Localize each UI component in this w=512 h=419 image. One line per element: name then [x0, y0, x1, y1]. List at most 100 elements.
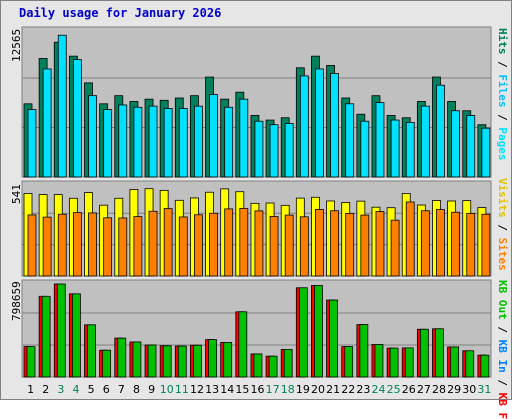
kb-out-bar-17: [268, 355, 278, 378]
sites-bar-16: [254, 210, 264, 277]
day-label-22: 22: [341, 383, 355, 396]
kb-out-bar-20: [314, 285, 323, 378]
day-label-5: 5: [88, 383, 95, 396]
day-label-8: 8: [133, 383, 140, 396]
sites-bar-5: [88, 212, 97, 277]
day-label-18: 18: [281, 383, 295, 396]
pages-bar-19: [299, 75, 309, 178]
visits-axis-max: 541: [10, 184, 23, 204]
pages-bar-11: [178, 108, 188, 178]
sites-bar-14: [224, 208, 234, 277]
pages-bar-9: [148, 105, 158, 178]
pages-bar-16: [254, 120, 264, 178]
kb-out-bar-3: [56, 283, 66, 378]
kb-out-bar-9: [147, 344, 157, 378]
pages-bar-12: [194, 105, 203, 178]
kb-out-bar-24: [374, 343, 384, 378]
kb-out-bar-8: [132, 341, 142, 378]
day-label-25: 25: [387, 383, 401, 396]
day-label-2: 2: [42, 383, 49, 396]
sites-bar-26: [405, 201, 415, 277]
kb-legend: KB Out / KB In / KB F: [496, 280, 509, 419]
pages-bar-25: [390, 119, 400, 178]
pages-bar-3: [57, 34, 67, 178]
sites-bar-24: [375, 211, 385, 277]
pages-bar-26: [405, 121, 415, 178]
sites-bar-20: [315, 208, 324, 277]
kb-out-bar-19: [298, 287, 308, 378]
kb-out-bar-23: [359, 324, 369, 378]
day-label-4: 4: [72, 383, 79, 396]
day-label-15: 15: [235, 383, 249, 396]
day-label-31: 31: [477, 383, 491, 396]
kb-out-bar-4: [71, 293, 81, 378]
kb-out-bar-11: [177, 345, 187, 378]
kb-axis-max: 798659: [10, 281, 23, 321]
sites-bar-21: [330, 210, 339, 277]
day-label-1: 1: [27, 383, 34, 396]
day-label-24: 24: [372, 383, 386, 396]
pages-bar-14: [224, 106, 234, 178]
legend-pages: Pages: [496, 127, 509, 161]
legend-visits: Visits: [496, 178, 509, 218]
legend-kb-out: KB Out: [496, 280, 509, 320]
kb-out-bar-18: [283, 349, 293, 378]
pages-bar-20: [315, 68, 324, 178]
day-label-10: 10: [160, 383, 174, 396]
pages-bar-24: [375, 102, 385, 178]
pages-bar-1: [27, 109, 37, 178]
pages-bar-27: [420, 105, 430, 178]
sites-bar-29: [451, 211, 461, 277]
kb-out-bar-7: [117, 337, 127, 378]
sites-bar-28: [436, 209, 445, 277]
kb-out-bar-10: [162, 345, 172, 378]
day-label-26: 26: [402, 383, 416, 396]
day-label-21: 21: [326, 383, 340, 396]
pages-bar-2: [42, 68, 52, 178]
day-label-20: 20: [311, 383, 325, 396]
pages-bar-21: [330, 73, 339, 178]
hits-axis-max: 12565: [10, 28, 23, 62]
pages-bar-6: [103, 109, 113, 178]
pages-bar-13: [209, 94, 218, 178]
sites-bar-19: [299, 216, 309, 277]
day-label-13: 13: [205, 383, 219, 396]
legend-kb-in: KB In: [496, 339, 509, 373]
day-label-28: 28: [432, 383, 446, 396]
kb-out-bar-14: [223, 342, 233, 378]
pages-bar-30: [466, 115, 476, 178]
day-label-6: 6: [103, 383, 110, 396]
day-label-19: 19: [296, 383, 310, 396]
day-label-9: 9: [148, 383, 155, 396]
kb-out-bar-16: [253, 353, 263, 378]
hits-legend: Hits / Files / Pages: [496, 28, 509, 161]
pages-bar-15: [239, 98, 249, 178]
kb-out-bar-15: [238, 311, 248, 378]
kb-out-bar-26: [404, 347, 414, 378]
sites-bar-17: [269, 216, 279, 277]
kb-out-bar-28: [435, 328, 444, 378]
pages-bar-17: [269, 124, 279, 178]
legend-sites: Sites: [496, 237, 509, 271]
pages-bar-5: [88, 95, 97, 178]
kb-out-bar-21: [329, 299, 338, 378]
sites-bar-22: [345, 213, 355, 277]
sites-bar-9: [148, 210, 158, 277]
legend-hits: Hits: [496, 28, 509, 55]
pages-bar-4: [72, 59, 82, 178]
kb-out-bar-12: [193, 344, 202, 378]
sites-bar-13: [209, 212, 218, 277]
chart-title: Daily usage for January 2026: [19, 6, 222, 20]
kb-out-bar-27: [419, 328, 429, 378]
sites-bar-11: [178, 216, 188, 277]
pages-bar-18: [284, 123, 294, 178]
day-label-30: 30: [462, 383, 476, 396]
day-label-27: 27: [417, 383, 431, 396]
sites-bar-27: [420, 210, 430, 277]
pages-bar-22: [345, 103, 355, 178]
pages-bar-10: [163, 108, 173, 178]
kb-out-bar-6: [102, 349, 112, 378]
sites-bar-23: [360, 214, 370, 277]
sites-bar-3: [57, 213, 67, 277]
legend-files: Files: [496, 74, 509, 108]
